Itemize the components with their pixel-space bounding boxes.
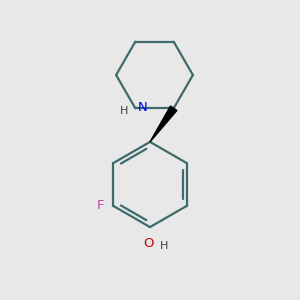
Text: O: O: [143, 237, 154, 250]
Text: H: H: [119, 106, 128, 116]
Text: F: F: [97, 199, 105, 212]
Text: N: N: [138, 101, 148, 114]
Text: H: H: [160, 241, 168, 250]
Polygon shape: [150, 106, 177, 142]
